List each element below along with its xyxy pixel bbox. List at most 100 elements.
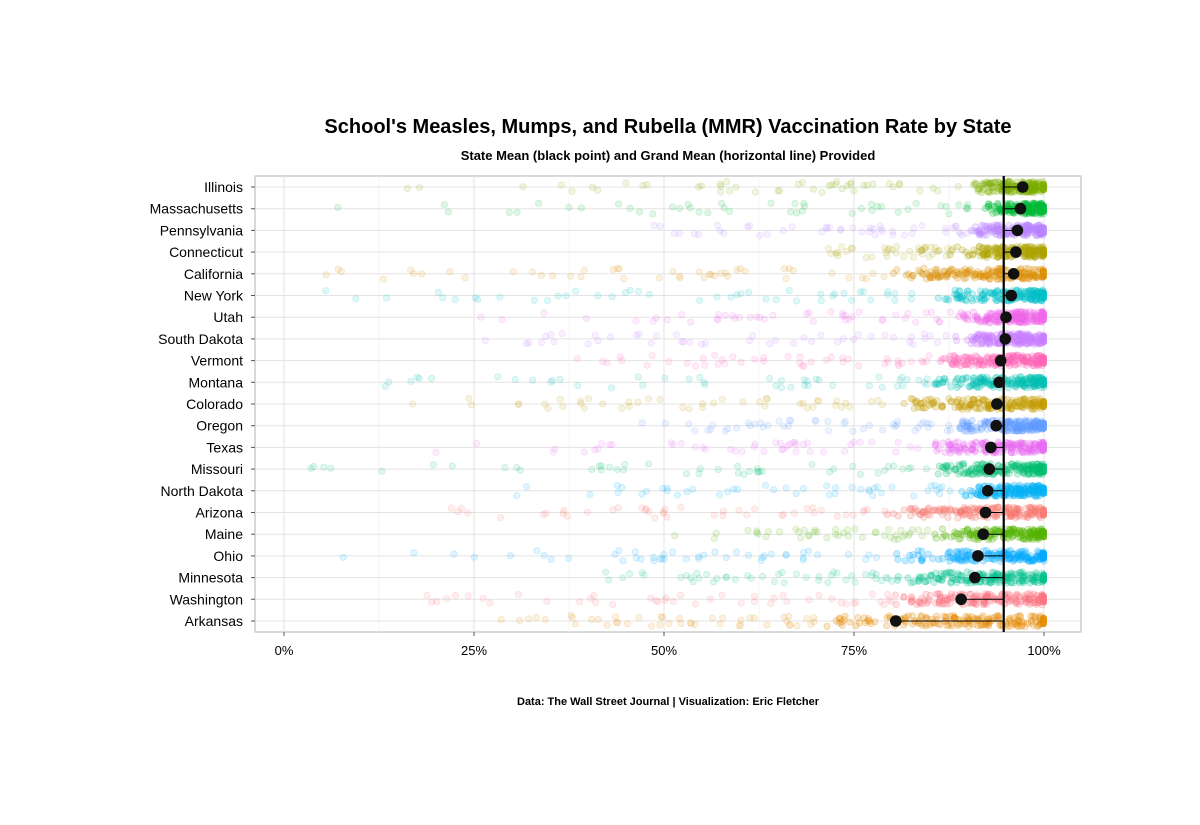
school-point	[986, 181, 994, 189]
school-point	[1007, 379, 1015, 387]
school-point	[780, 579, 788, 587]
school-point	[932, 380, 940, 388]
school-point	[1010, 188, 1018, 196]
school-point	[1027, 246, 1035, 255]
school-point	[782, 551, 790, 560]
school-point	[447, 504, 455, 512]
full-coverage-band	[1040, 376, 1047, 389]
y-tick-label: Oregon	[196, 418, 243, 434]
school-point	[775, 528, 784, 536]
school-point	[339, 553, 347, 561]
school-point	[481, 336, 489, 345]
school-point	[1025, 598, 1033, 606]
state-mean-point	[979, 506, 992, 519]
school-point	[827, 353, 835, 361]
school-point	[916, 187, 924, 195]
school-point	[893, 550, 901, 558]
school-point	[988, 228, 997, 236]
school-point	[916, 510, 924, 519]
school-point	[700, 551, 708, 559]
school-point	[909, 272, 917, 280]
school-point	[1028, 183, 1036, 191]
school-point	[962, 374, 970, 382]
school-point	[1012, 418, 1021, 427]
school-point	[789, 339, 798, 347]
school-point	[822, 223, 831, 231]
school-point	[417, 270, 426, 278]
school-point	[1029, 187, 1037, 195]
school-point	[542, 332, 550, 341]
school-point	[757, 419, 765, 427]
school-point	[1024, 251, 1033, 259]
school-point	[893, 417, 902, 425]
school-point	[862, 254, 870, 262]
school-point	[828, 595, 836, 603]
school-point	[877, 225, 885, 233]
school-point	[638, 419, 646, 427]
school-point	[759, 572, 767, 581]
school-point	[809, 317, 818, 326]
school-point	[408, 400, 417, 408]
school-point	[1028, 208, 1036, 216]
school-point	[883, 355, 891, 363]
school-point	[924, 487, 932, 495]
school-point	[1028, 224, 1036, 232]
school-point	[783, 597, 791, 606]
school-point	[807, 337, 816, 345]
school-point	[675, 204, 684, 212]
school-point	[880, 244, 889, 252]
school-point	[796, 359, 804, 367]
school-point	[983, 222, 991, 230]
school-point	[938, 525, 946, 533]
school-point	[1030, 223, 1038, 231]
school-point	[867, 296, 875, 304]
school-point	[594, 615, 602, 624]
school-point	[1028, 178, 1036, 186]
school-point	[632, 317, 640, 325]
school-point	[450, 550, 458, 558]
school-point	[893, 382, 902, 390]
school-point	[1019, 314, 1027, 322]
school-point	[993, 187, 1001, 195]
school-point	[625, 569, 634, 578]
school-point	[949, 244, 957, 252]
school-point	[962, 574, 971, 582]
school-point	[952, 332, 960, 340]
school-point	[677, 503, 685, 511]
school-point	[1032, 182, 1040, 190]
school-point	[716, 188, 725, 196]
school-point	[900, 399, 908, 408]
school-point	[979, 332, 987, 340]
school-point	[877, 203, 886, 211]
x-tick-label: 75%	[841, 643, 867, 658]
school-point	[951, 222, 959, 230]
school-point	[334, 265, 342, 273]
school-point	[872, 553, 881, 562]
school-point	[832, 401, 840, 409]
school-point	[1027, 204, 1035, 213]
school-point	[837, 225, 845, 233]
school-point	[691, 620, 699, 629]
school-point	[941, 448, 949, 456]
school-point	[823, 225, 831, 233]
school-point	[679, 403, 687, 412]
school-point	[817, 331, 825, 339]
school-point	[844, 355, 853, 363]
school-point	[655, 274, 663, 282]
school-point	[731, 575, 739, 584]
school-point	[625, 398, 633, 406]
school-point	[991, 227, 999, 235]
school-point	[926, 268, 935, 276]
school-point	[956, 576, 964, 584]
x-tick-label: 100%	[1027, 643, 1061, 658]
school-point	[981, 204, 989, 212]
school-point	[937, 576, 946, 585]
school-point	[885, 525, 893, 533]
school-point	[922, 622, 930, 630]
school-point	[695, 208, 703, 216]
school-point	[1014, 446, 1022, 454]
school-point	[597, 439, 606, 448]
school-point	[634, 398, 642, 406]
school-point	[976, 248, 984, 256]
school-point	[1024, 243, 1032, 251]
